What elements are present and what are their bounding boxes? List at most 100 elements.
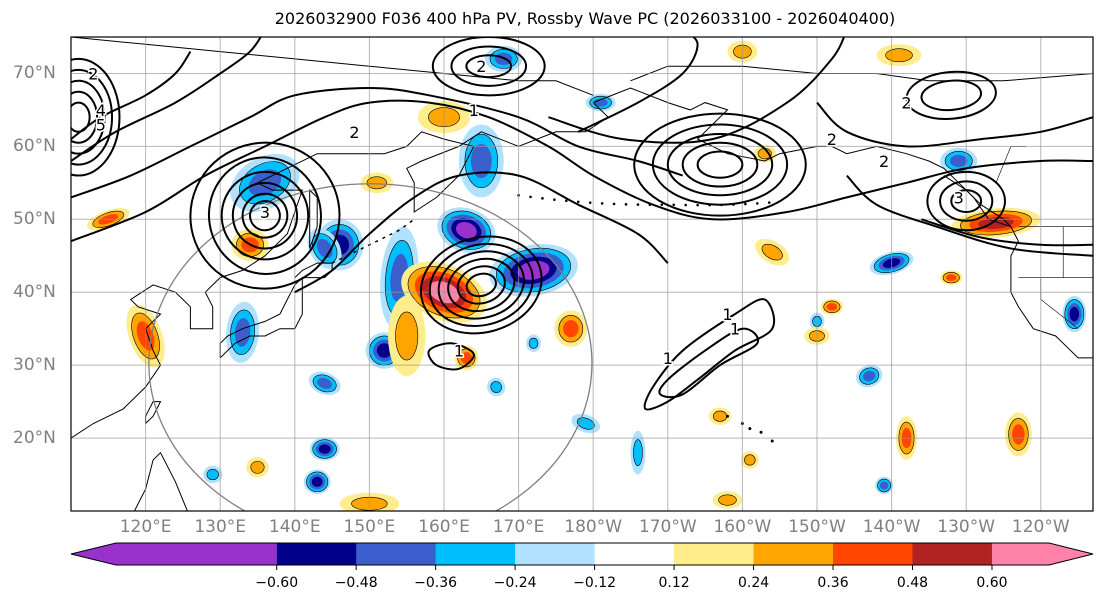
lon-tick-label: 180°W xyxy=(564,517,623,537)
pv-contour-label: 3 xyxy=(954,188,964,207)
pos-kuril-e xyxy=(554,310,588,347)
pv-contour-line-8 xyxy=(548,37,846,144)
pv-ring-west-1 xyxy=(71,90,99,144)
neg-korea xyxy=(226,301,260,363)
aleutian-island xyxy=(600,202,604,205)
colorbar-tick-label: 0.36 xyxy=(817,575,849,591)
coastline-0 xyxy=(71,87,1093,439)
neg-south-of-japan-level-4 xyxy=(376,343,392,358)
colorbar xyxy=(70,542,1094,570)
colorbar-tick-label: −0.24 xyxy=(493,575,537,591)
pos-tropic-w xyxy=(246,457,269,478)
pv-ring-japan-4 xyxy=(428,242,534,327)
lon-tick-label: 120°E xyxy=(119,517,172,537)
aleutian-island xyxy=(588,201,592,204)
colorbar-tick-label: 0.60 xyxy=(976,575,1008,591)
colorbar-extend-min xyxy=(71,543,277,565)
neg-wpac-sw-level-2 xyxy=(206,468,219,481)
neg-japan-se-level-3 xyxy=(317,377,333,389)
pos-kamchatka-w-level-2 xyxy=(366,176,388,190)
colorbar-tick-label: 0.48 xyxy=(896,575,929,591)
aleutian-island xyxy=(696,203,699,207)
lon-tick-label: 150°E xyxy=(343,517,396,537)
pv-contour-line-0 xyxy=(71,99,1093,243)
pos-se-tropic-level-2 xyxy=(718,494,737,506)
pv-ring-japan-3 xyxy=(437,250,525,320)
neg-central-3-level-2 xyxy=(490,381,502,393)
neg-tropic-2 xyxy=(303,469,331,495)
pv-ring-bering-0 xyxy=(696,150,744,179)
pv-ring-okhotsk-1 xyxy=(241,192,289,239)
neg-alaska-s xyxy=(940,147,978,175)
colorbar-tick-label: −0.12 xyxy=(573,575,617,591)
neg-kamchatka xyxy=(458,124,504,198)
pv-ring-bering-2 xyxy=(666,132,774,197)
pv-contour-label: 2 xyxy=(476,57,486,76)
neg-tropic-1 xyxy=(309,437,340,461)
pv-loop-small xyxy=(427,342,475,371)
pv-contour-label: 2 xyxy=(879,152,889,171)
pv-contour-line-5 xyxy=(816,101,1093,148)
colorbar-bin-1 xyxy=(276,543,357,565)
chart-title: 2026032900 F036 400 hPa PV, Rossby Wave … xyxy=(274,9,896,28)
pv-contour-label: 2 xyxy=(827,130,837,149)
colorbar-tick-label: 0.12 xyxy=(658,575,690,591)
colorbar-tick-label: −0.60 xyxy=(255,575,299,591)
pv-ring-west-0 xyxy=(71,101,91,133)
neg-central-2 xyxy=(526,334,541,353)
pv-contour-line-2 xyxy=(71,37,262,162)
pos-central-3 xyxy=(820,298,844,315)
pv-contour-label: 2 xyxy=(88,64,98,83)
hawaii-island xyxy=(770,439,774,443)
coastline-3 xyxy=(309,188,318,249)
aleutian-island xyxy=(529,195,532,199)
colorbar-extend-max xyxy=(991,543,1093,565)
neg-tropic-1-level-4 xyxy=(318,444,331,454)
lat-tick-label: 50°N xyxy=(13,209,56,230)
map-frame xyxy=(70,36,1094,512)
pv-contour-line-4 xyxy=(577,37,699,133)
neg-wpac-sw xyxy=(203,465,223,484)
neg-central-1 xyxy=(630,430,646,475)
pv-contour-line-7 xyxy=(921,218,1093,247)
pos-subtrop-2-level-3 xyxy=(1012,424,1025,445)
lon-tick-label: 130°E xyxy=(194,517,247,537)
colorbar-bin-6 xyxy=(674,543,755,565)
pos-west-pac-strip-level-2 xyxy=(395,311,419,361)
lat-tick-label: 20°N xyxy=(13,428,56,449)
pos-alaska-n-level-2 xyxy=(885,48,913,63)
hawaii-island xyxy=(759,430,763,434)
pv-ring-alaska-1 xyxy=(905,70,997,120)
aleutian-island xyxy=(660,203,664,206)
colorbar-tick-label: −0.48 xyxy=(334,575,378,591)
pv-ring-pnw-2 xyxy=(926,170,1006,232)
circle-outline xyxy=(148,183,593,511)
pv-ring-bering-1 xyxy=(681,141,759,188)
colorbar-bin-7 xyxy=(753,543,834,565)
aleutian-island xyxy=(612,202,616,206)
pos-kamchatka-w xyxy=(360,172,394,194)
colorbar-tick-label: −0.36 xyxy=(414,575,458,591)
colorbar-tick-label: 0.24 xyxy=(737,575,770,591)
pv-contour-label: 4 xyxy=(96,101,106,120)
aleutian-island xyxy=(541,197,544,200)
pos-kuril-e-level-3 xyxy=(563,320,579,338)
pv-streamer-outer xyxy=(643,298,776,411)
neg-korea-level-3 xyxy=(234,318,251,347)
pos-central-3-level-3 xyxy=(826,303,838,311)
neg-alaska-s-level-3 xyxy=(950,154,968,168)
pv-contour-label: 1 xyxy=(454,342,464,361)
pv-ring-west-4 xyxy=(71,57,121,177)
neg-central-2-level-2 xyxy=(528,337,539,349)
pos-central-1-level-2 xyxy=(712,410,728,422)
neg-subtrop-2 xyxy=(856,364,883,388)
ocean-background xyxy=(71,37,1093,511)
pos-canada-ne xyxy=(940,270,963,285)
pv-contour-line-9 xyxy=(294,171,669,294)
lon-tick-label: 170°E xyxy=(492,517,545,537)
pv-contour-label: 1 xyxy=(663,349,673,368)
lon-tick-label: 140°W xyxy=(862,517,921,537)
pos-west-pac-strip xyxy=(388,295,426,377)
